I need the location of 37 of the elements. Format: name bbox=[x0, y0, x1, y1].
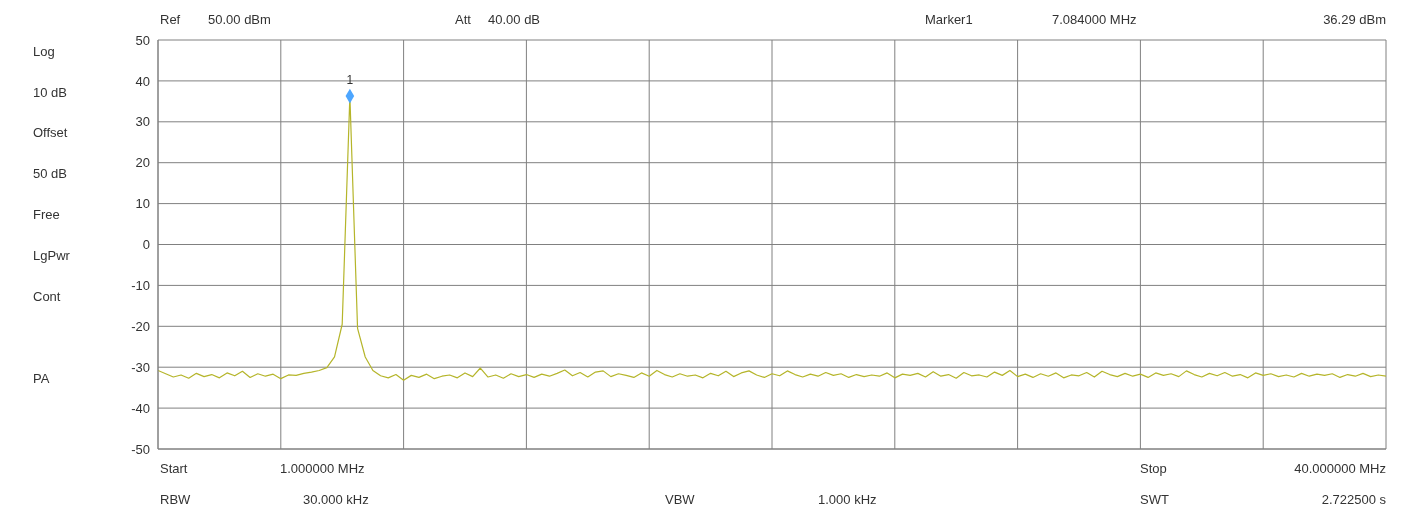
text: SWT bbox=[1140, 492, 1169, 507]
text: 7.084000 MHz bbox=[1052, 12, 1137, 27]
y-tick-label: -10 bbox=[131, 278, 150, 294]
text: 40.000000 MHz bbox=[1294, 461, 1386, 476]
text: Ref bbox=[160, 12, 181, 27]
text: Offset bbox=[33, 125, 68, 140]
text: 40.00 dB bbox=[488, 12, 541, 27]
y-tick-label: -20 bbox=[131, 318, 150, 334]
text: Free bbox=[33, 207, 60, 222]
y-tick-label: 20 bbox=[135, 155, 150, 171]
text: 30.000 kHz bbox=[303, 492, 369, 507]
annotation: 1 bbox=[346, 73, 354, 88]
y-tick-label: 30 bbox=[135, 114, 150, 130]
y-tick-label: 50 bbox=[135, 32, 150, 48]
text: Marker1 bbox=[925, 12, 973, 27]
text: 2.722500 s bbox=[1321, 492, 1386, 507]
y-tick-label: 0 bbox=[142, 237, 150, 253]
text: 50.00 dBm bbox=[208, 12, 271, 27]
text: 50 dB bbox=[33, 166, 67, 181]
text: Cont bbox=[33, 289, 61, 304]
text: PA bbox=[33, 371, 50, 386]
y-tick-label: 10 bbox=[135, 196, 150, 212]
text: 1.000000 MHz bbox=[280, 461, 365, 476]
y-tick-label: -50 bbox=[131, 441, 150, 457]
text: Start bbox=[160, 461, 188, 476]
text: LgPwr bbox=[33, 248, 70, 263]
text: VBW bbox=[665, 492, 695, 507]
y-tick-label: 40 bbox=[135, 73, 150, 89]
text: 10 dB bbox=[33, 85, 67, 100]
text: Att bbox=[455, 12, 471, 27]
y-tick-label: -30 bbox=[131, 359, 150, 375]
text: Log bbox=[33, 44, 55, 59]
text: 36.29 dBm bbox=[1323, 12, 1386, 27]
text: Stop bbox=[1140, 461, 1167, 476]
text: 1.000 kHz bbox=[818, 492, 877, 507]
text: RBW bbox=[160, 492, 191, 507]
y-tick-label: -40 bbox=[131, 400, 150, 416]
